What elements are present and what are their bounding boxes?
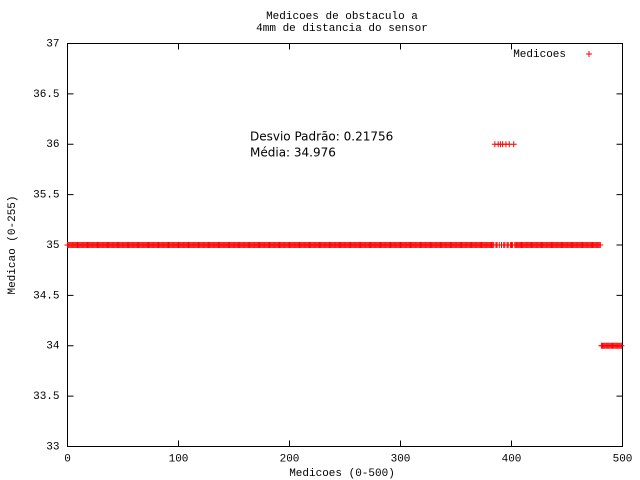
y-tick-label: 37 xyxy=(46,38,59,50)
data-point xyxy=(510,141,517,148)
x-tick-label: 0 xyxy=(64,453,71,465)
legend-label: Medicoes xyxy=(513,49,566,61)
annotation: Média: 34.976 xyxy=(250,146,336,160)
y-tick-label: 35 xyxy=(46,240,59,252)
x-tick-label: 500 xyxy=(613,453,633,465)
y-tick-label: 36 xyxy=(46,139,59,151)
x-axis-label: Medicoes (0-500) xyxy=(289,468,395,480)
y-tick-label: 36.5 xyxy=(33,89,59,101)
legend-marker xyxy=(586,51,592,57)
x-tick-label: 200 xyxy=(280,453,300,465)
x-tick-label: 100 xyxy=(169,453,189,465)
data-point xyxy=(618,342,625,349)
x-tick-label: 300 xyxy=(391,453,411,465)
y-tick-label: 35.5 xyxy=(33,190,59,202)
data-point xyxy=(597,242,604,248)
y-tick-label: 34.5 xyxy=(33,290,59,302)
y-tick-label: 33.5 xyxy=(33,391,59,403)
y-tick-label: 34 xyxy=(46,341,60,353)
y-tick-label: 33 xyxy=(46,441,59,453)
y-axis-label: Medicao (0-255) xyxy=(7,195,19,294)
chart-title: Medicoes de obstaculo a xyxy=(266,11,418,23)
x-tick-label: 400 xyxy=(502,453,522,465)
annotation: Desvio Padrão: 0.21756 xyxy=(250,130,393,144)
chart-title: 4mm de distancia do sensor xyxy=(256,23,428,35)
